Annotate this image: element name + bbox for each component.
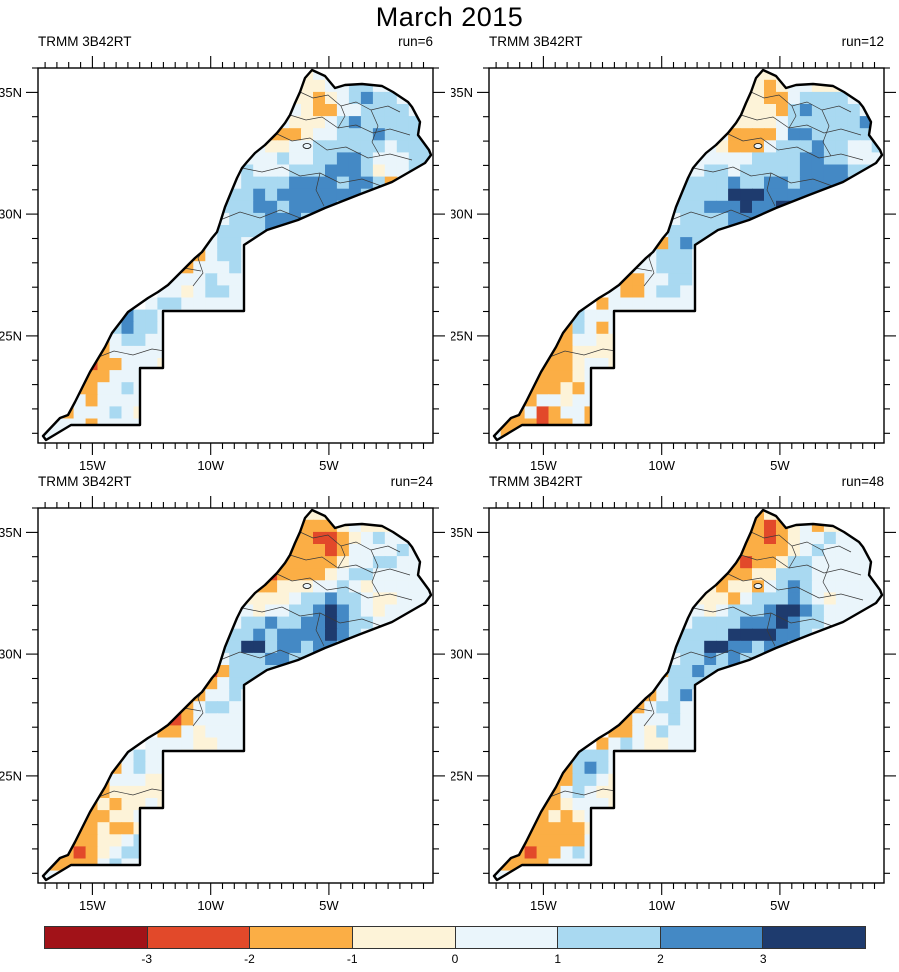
panel-header-run24: TRMM 3B42RT run=24 (38, 474, 433, 489)
lon-tick-label: 5W (319, 898, 339, 913)
lat-tick-label: 30N (0, 647, 22, 662)
panel-header-run48: TRMM 3B42RT run=48 (489, 474, 884, 489)
axis-labels: 15W 10W 5W 35N 30N 25N (451, 85, 790, 473)
lon-tick-label: 5W (770, 898, 790, 913)
colorbar-tick-label: 1 (554, 952, 562, 966)
lon-tick-label: 15W (79, 458, 106, 473)
country-outline (492, 68, 884, 442)
lon-tick-label: 15W (530, 898, 557, 913)
colorbar-tick-label: -2 (244, 952, 255, 966)
axis-labels: 15W 10W 5W 35N 30N 25N (451, 525, 790, 913)
grid-cells (43, 70, 431, 440)
grid-cells (43, 510, 431, 880)
figure-title: March 2015 (375, 2, 524, 32)
dataset-label: TRMM 3B42RT (38, 34, 132, 49)
run-label: run=12 (841, 34, 884, 49)
colorbar-segment-1 (45, 927, 147, 948)
run-label: run=48 (841, 474, 884, 489)
lat-tick-label: 25N (0, 768, 22, 783)
dataset-label: TRMM 3B42RT (489, 34, 583, 49)
lat-tick-label: 35N (0, 525, 22, 540)
colorbar-tick-label: 0 (451, 952, 459, 966)
colorbar-segment-7 (659, 927, 763, 948)
lat-tick-label: 25N (451, 768, 473, 783)
lat-tick-label: 25N (451, 328, 473, 343)
lon-tick-label: 5W (770, 458, 790, 473)
axis-ticks (477, 56, 896, 455)
colorbar-segment-4 (351, 927, 455, 948)
run-label: run=24 (390, 474, 433, 489)
country-outline (41, 508, 433, 882)
lon-tick-label: 5W (319, 458, 339, 473)
grid-cells (494, 510, 882, 880)
lat-tick-label: 35N (451, 85, 473, 100)
lon-tick-label: 10W (197, 458, 224, 473)
plot-frame (37, 507, 434, 884)
panel-header-run12: TRMM 3B42RT run=12 (489, 34, 884, 49)
lon-tick-label: 15W (79, 898, 106, 913)
dataset-label: TRMM 3B42RT (38, 474, 132, 489)
map-panel-run12: 15W 10W 5W 35N 30N 25N (451, 56, 896, 473)
plot-frame (488, 67, 885, 444)
grid-cells (494, 70, 882, 440)
colorbar-segment-3 (249, 927, 352, 948)
map-panel-run6: 15W 10W 5W 35N 30N 25N (0, 56, 445, 473)
axis-ticks (26, 56, 445, 455)
lat-tick-label: 25N (0, 328, 22, 343)
colorbar-segment-5 (454, 927, 558, 948)
map-panel-run24: 15W 10W 5W 35N 30N 25N (0, 496, 445, 913)
lat-tick-label: 30N (451, 207, 473, 222)
axis-labels: 15W 10W 5W 35N 30N 25N (0, 85, 339, 473)
map-panel-run48: 15W 10W 5W 35N 30N 25N (451, 496, 896, 913)
lon-tick-label: 15W (530, 458, 557, 473)
lon-tick-label: 10W (648, 898, 675, 913)
plot-frame (488, 507, 885, 884)
country-outline (492, 508, 884, 882)
lat-tick-label: 35N (0, 85, 22, 100)
axis-ticks (26, 496, 445, 895)
lat-tick-label: 30N (0, 207, 22, 222)
axis-ticks (477, 496, 896, 895)
plot-frame (37, 67, 434, 444)
colorbar-tick-label: 3 (759, 952, 767, 966)
lat-tick-label: 35N (451, 525, 473, 540)
axis-labels: 15W 10W 5W 35N 30N 25N (0, 525, 339, 913)
country-outline (41, 68, 433, 442)
lon-tick-label: 10W (648, 458, 675, 473)
run-label: run=6 (398, 34, 433, 49)
colorbar-tick-label: -3 (141, 952, 153, 966)
panel-header-run6: TRMM 3B42RT run=6 (38, 34, 433, 49)
colorbar-segment-8 (762, 927, 865, 948)
lat-tick-label: 30N (451, 647, 473, 662)
lon-tick-label: 10W (197, 898, 224, 913)
colorbar (44, 926, 866, 949)
colorbar-tick-label: 2 (657, 952, 664, 966)
colorbar-segment-2 (146, 927, 250, 948)
colorbar-tick-labels: -3 -2 -1 0 1 2 3 (44, 952, 866, 967)
dataset-label: TRMM 3B42RT (489, 474, 583, 489)
colorbar-tick-label: -1 (346, 952, 358, 966)
colorbar-segment-6 (557, 927, 660, 948)
